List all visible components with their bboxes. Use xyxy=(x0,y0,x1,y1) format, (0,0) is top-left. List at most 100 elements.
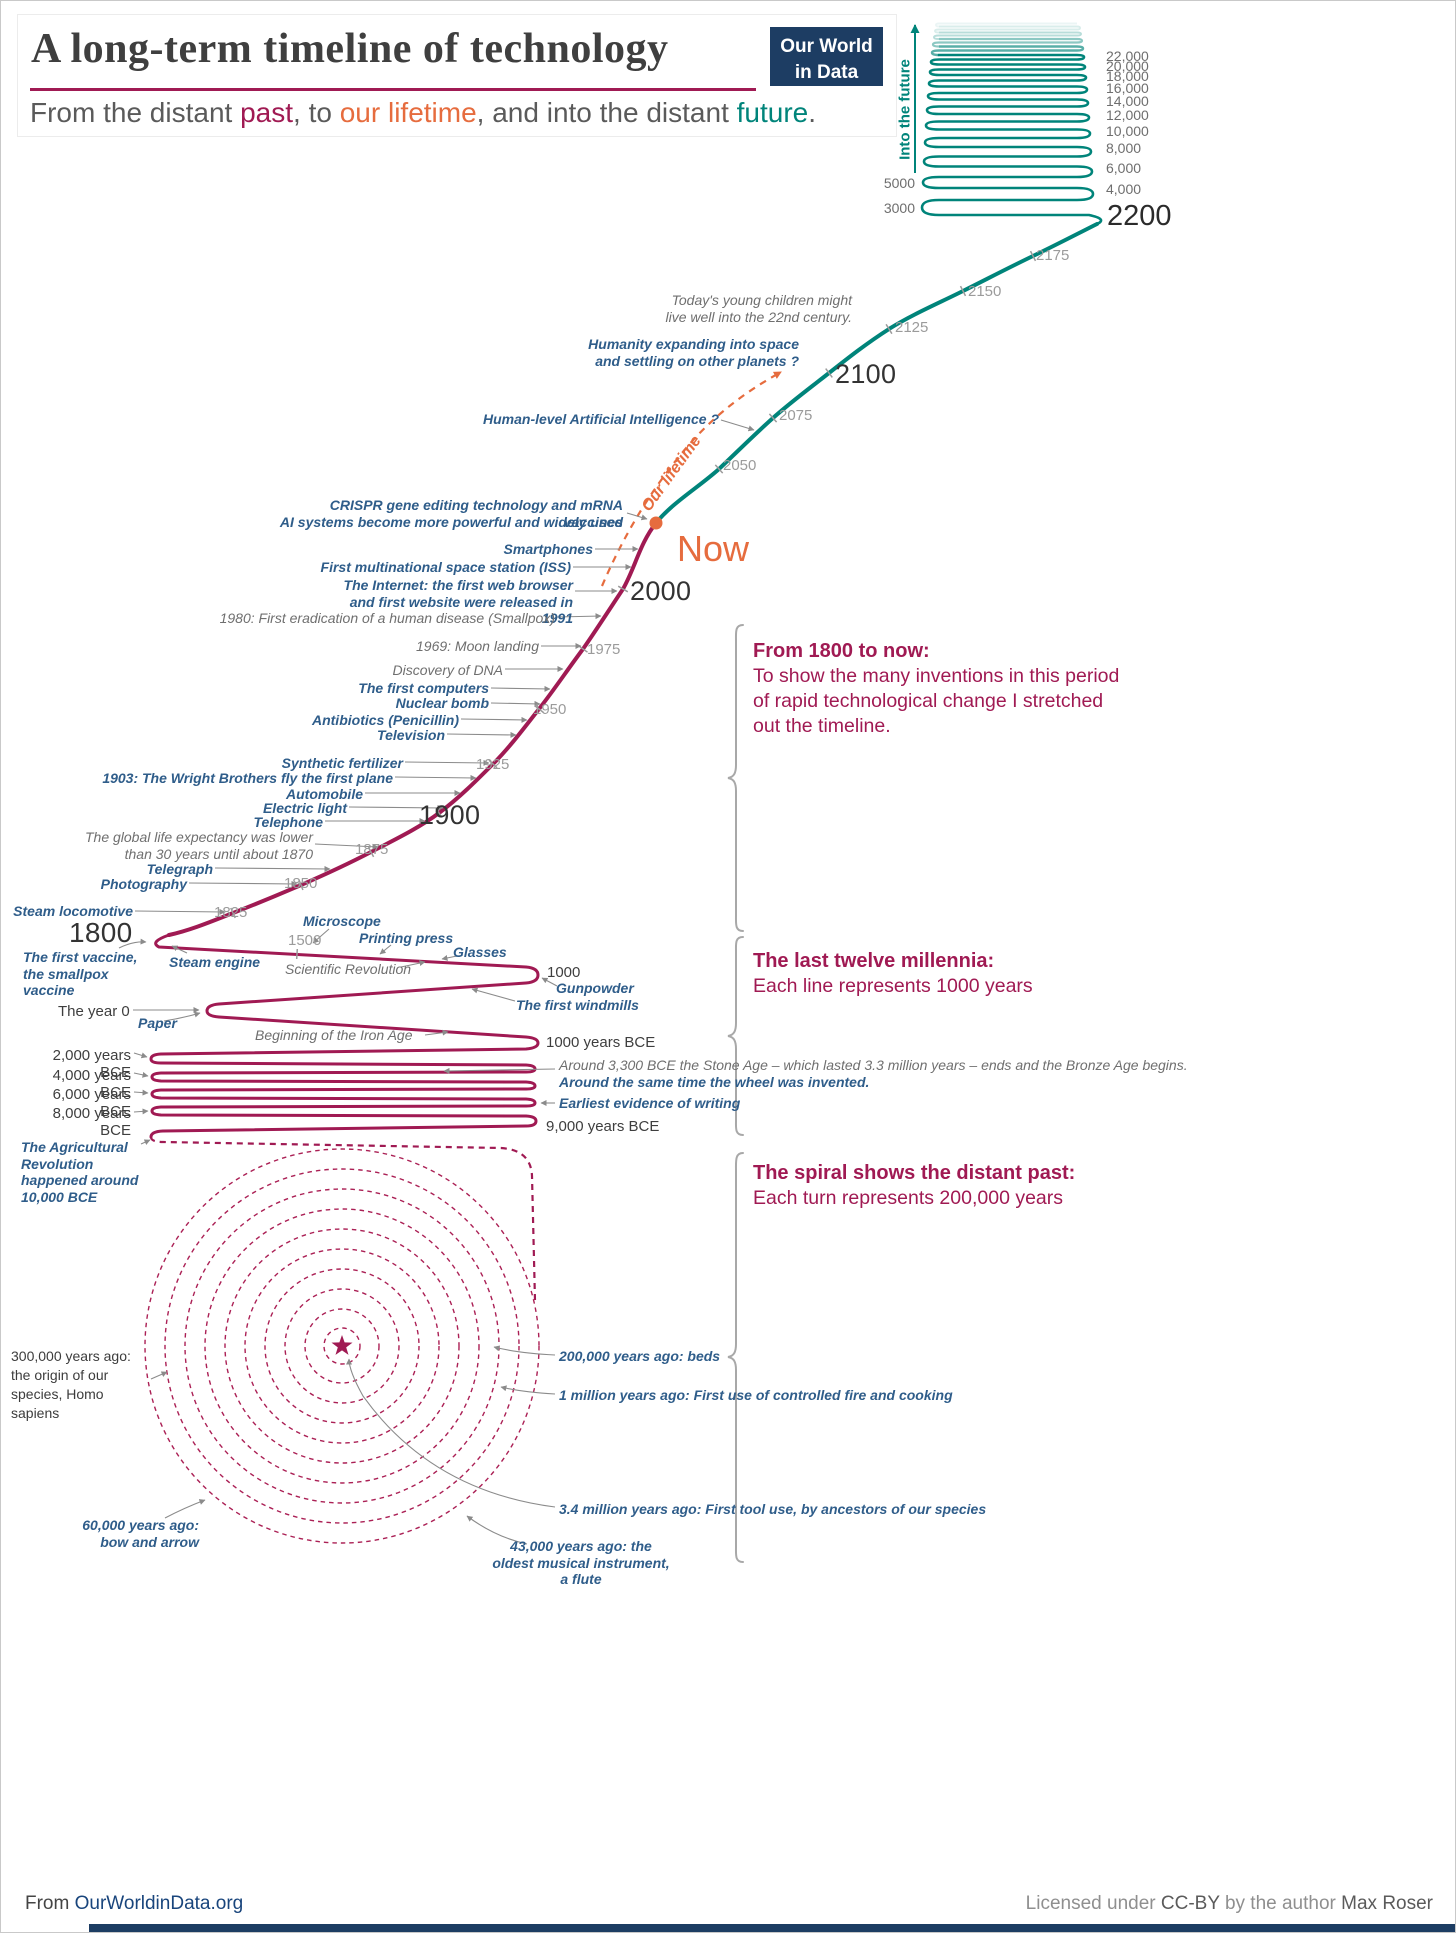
annotation-telegraph: Telegraph xyxy=(146,861,213,877)
footer-author: Max Roser xyxy=(1341,1893,1433,1914)
owid-logo-line1: Our World xyxy=(780,36,873,57)
future-year-6000: 6,000 xyxy=(1106,159,1142,176)
annotation-iss: First multinational space station (ISS) xyxy=(320,559,571,575)
annotation-ai-systems: AI systems become more powerful and wide… xyxy=(279,514,623,530)
annotation-writing: Earliest evidence of writing xyxy=(559,1095,741,1111)
annotation-beds: 200,000 years ago: beds xyxy=(559,1348,721,1364)
annotation-gunpowder: Gunpowder xyxy=(556,980,634,996)
footer-from-text: From xyxy=(25,1893,75,1914)
future-serpentine-fade5 xyxy=(934,22,1077,28)
year-9000-bce: 9,000 years BCE xyxy=(546,1118,660,1135)
annotation-dna: Discovery of DNA xyxy=(392,662,503,678)
future-year-10000: 10,000 xyxy=(1106,122,1149,139)
spiral-connector xyxy=(149,1136,537,1302)
annotation-first-vaccine: The first vaccine, the smallpox vaccine xyxy=(23,949,138,999)
year-1900: 1900 xyxy=(419,800,481,830)
future-serpentine-fade4 xyxy=(933,25,1082,34)
year-1500: 1500 xyxy=(288,932,322,949)
future-serpentine-fade1 xyxy=(930,45,1085,57)
annotation-first-windmills: The first windmills xyxy=(516,997,639,1013)
future-year-8000: 8,000 xyxy=(1106,140,1142,156)
annotation-photography: Photography xyxy=(100,876,187,892)
owid-logo-line2: in Data xyxy=(794,61,859,83)
annotation-smartphones: Smartphones xyxy=(503,541,593,557)
footer-site-link[interactable]: OurWorldinData.org xyxy=(74,1893,244,1914)
subtitle: From the distant past, to our lifetime, … xyxy=(30,97,816,129)
annotation-controlled-fire: 1 million years ago: First use of contro… xyxy=(559,1387,953,1403)
annotation-printing-press: Printing press xyxy=(359,930,454,946)
page-title: A long-term timeline of technology xyxy=(31,26,669,72)
year-8000-bce: 8,000 years BCE xyxy=(52,1105,131,1139)
annotation-smallpox-eradication: 1980: First eradication of a human disea… xyxy=(219,610,555,626)
annotation-first-tool-use: 3.4 million years ago: First tool use, b… xyxy=(559,1501,987,1517)
year-2150: 2150 xyxy=(968,283,1002,300)
now-dot xyxy=(649,516,663,530)
year-2100: 2100 xyxy=(835,359,897,389)
year-2200: 2200 xyxy=(1107,200,1172,232)
future-year-14000: 14,000 xyxy=(1106,92,1149,109)
future-year-5000: 5000 xyxy=(883,175,915,191)
annotation-television: Television xyxy=(377,727,445,743)
year-2050: 2050 xyxy=(723,457,757,474)
leader-lines xyxy=(118,419,755,1545)
year-1825: 1825 xyxy=(214,904,248,921)
main-curve-past xyxy=(167,521,658,937)
annotation-wright-brothers: 1903: The Wright Brothers fly the first … xyxy=(102,770,393,786)
annotation-paper: Paper xyxy=(138,1015,177,1031)
annotation-telephone: Telephone xyxy=(253,814,324,830)
subtitle-text-2: , to xyxy=(293,97,340,128)
year-1800: 1800 xyxy=(69,917,133,948)
annotation-first-computers: The first computers xyxy=(358,680,489,696)
annotation-bow-and-arrow: 60,000 years ago: bow and arrow xyxy=(82,1517,199,1550)
callout-braces xyxy=(727,624,744,1563)
subtitle-past: past xyxy=(240,97,294,128)
subtitle-text-3: , and into the distant xyxy=(476,97,737,128)
future-serpentine-fade3 xyxy=(932,31,1083,40)
year-zero: The year 0 xyxy=(58,1003,130,1020)
callout-twelve-millennia-body: Each line represents 1000 years xyxy=(753,975,1033,997)
subtitle-text-1: From the distant xyxy=(30,97,241,128)
annotation-flute: 43,000 years ago: the oldest musical ins… xyxy=(492,1538,670,1588)
annotation-iron-age: Beginning of the Iron Age xyxy=(255,1027,413,1043)
annotation-steam-engine: Steam engine xyxy=(169,954,261,970)
footer-license-text-2: by the author xyxy=(1219,1893,1342,1914)
annotation-synthetic-fertilizer: Synthetic fertilizer xyxy=(281,755,403,771)
future-year-4000: 4,000 xyxy=(1106,181,1142,197)
annotation-human-level-ai: Human-level Artificial Intelligence ? xyxy=(483,411,719,427)
millennia-zigzag xyxy=(149,933,540,1139)
callout-twelve-millennia-title: The last twelve millennia: xyxy=(753,950,995,972)
future-year-3000: 3000 xyxy=(883,200,915,216)
year-2175: 2175 xyxy=(1036,247,1070,264)
footer-bar xyxy=(89,1924,1455,1932)
annotation-glasses: Glasses xyxy=(453,944,507,960)
subtitle-text-4: . xyxy=(808,97,817,128)
annotation-scientific-revolution: Scientific Revolution xyxy=(285,961,412,977)
header-box xyxy=(17,14,897,137)
future-year-18000: 18,000 xyxy=(1106,68,1149,84)
future-serpentine xyxy=(920,53,1103,226)
callout-1800-to-now-title: From 1800 to now: xyxy=(753,640,930,662)
future-year-12000: 12,000 xyxy=(1106,107,1149,123)
year-1875: 1875 xyxy=(355,841,389,858)
year-4000-bce: 4,000 years BCE xyxy=(52,1067,131,1101)
year-1000-bce: 1000 years BCE xyxy=(546,1034,656,1051)
now-label: Now xyxy=(677,528,750,569)
year-1975: 1975 xyxy=(587,641,621,658)
year-1925: 1925 xyxy=(476,756,510,773)
annotation-steam-locomotive: Steam locomotive xyxy=(13,903,133,919)
future-year-20000: 20,000 xyxy=(1106,57,1149,74)
annotation-moon-landing: 1969: Moon landing xyxy=(416,638,539,654)
owid-logo: Our World in Data xyxy=(770,27,883,86)
annotation-crispr-mrna: CRISPR gene editing technology and mRNA … xyxy=(329,497,623,530)
annotation-children-22nd-century: Today's young children might live well i… xyxy=(665,292,852,325)
annotation-life-expectancy: The global life expectancy was lower tha… xyxy=(84,829,313,862)
into-the-future-axis-label: Into the future xyxy=(896,59,914,160)
annotation-microscope: Microscope xyxy=(303,913,381,929)
year-1850: 1850 xyxy=(284,875,318,892)
annotation-bronze-age: Around 3,300 BCE the Stone Age – which l… xyxy=(559,1057,1188,1073)
annotation-space-settlement: Humanity expanding into space and settli… xyxy=(588,336,799,369)
annotation-antibiotics: Antibiotics (Penicillin) xyxy=(311,712,459,728)
callout-1800-to-now-body: To show the many inventions in this peri… xyxy=(753,665,1120,737)
origin-star-icon xyxy=(331,1335,353,1355)
